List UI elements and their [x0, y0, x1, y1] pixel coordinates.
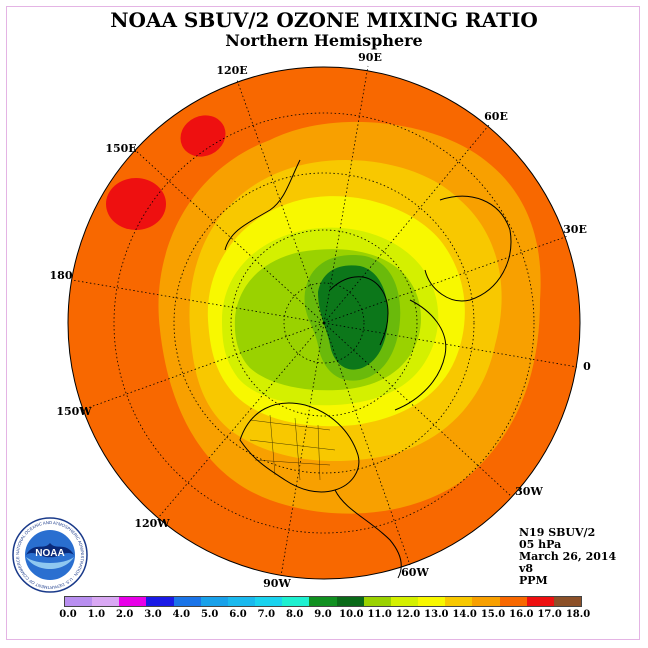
color-scale-bar — [64, 596, 582, 607]
color-scale-tick: 6.0 — [229, 609, 247, 620]
color-swatch-2 — [119, 597, 147, 606]
color-swatch-8 — [282, 597, 310, 606]
meridian-90w — [280, 322, 325, 577]
meridian-60e — [323, 124, 490, 324]
color-scale-tick: 16.0 — [509, 609, 534, 620]
meridian-0 — [323, 322, 578, 368]
color-swatch-18 — [553, 597, 581, 606]
date-label: March 26, 2014 — [519, 550, 617, 563]
figure-frame — [6, 6, 640, 640]
color-scale-tick: 17.0 — [537, 609, 562, 620]
map-boundary — [67, 66, 581, 580]
color-scale-tick: 2.0 — [115, 609, 134, 620]
logo-text: NOAA — [35, 548, 64, 559]
meridian-150w — [81, 322, 325, 411]
contour-core-halo — [304, 255, 401, 381]
coastlines — [224, 159, 512, 579]
meridian-90e — [323, 65, 369, 324]
color-swatch-13 — [418, 597, 446, 606]
meridian-30w — [323, 322, 513, 498]
meridian-150e — [133, 148, 325, 324]
color-scale-tick: 3.0 — [144, 609, 162, 620]
color-scale-tick: 11.0 — [367, 609, 392, 620]
color-swatch-3 — [146, 597, 174, 606]
color-scale-tick: 8.0 — [285, 609, 304, 620]
meridian-60w — [323, 322, 411, 566]
meridian-180 — [71, 279, 325, 324]
color-scale-tick: 14.0 — [452, 609, 477, 620]
color-scale-tick: 1.0 — [87, 609, 106, 620]
map-subtitle: Northern Hemisphere — [225, 31, 423, 50]
map-title: NOAA SBUV/2 OZONE MIXING RATIO — [110, 8, 538, 32]
color-swatch-14 — [445, 597, 473, 606]
color-scale-tick: 9.0 — [314, 609, 332, 620]
lon-label-0: 0 — [583, 360, 591, 373]
meridian-120e — [236, 79, 325, 324]
color-scale-tick: 13.0 — [424, 609, 449, 620]
color-scale-tick: 15.0 — [480, 609, 506, 620]
noaa-logo: NOAA NATIONAL OCEANIC AND ATMOSPHERIC AD… — [12, 517, 88, 593]
color-scale-labels: 0.0 1.0 2.0 3.0 4.0 5.0 6.0 7.0 8.0 9.0 10.0 11.0 12… — [0, 609, 648, 623]
color-swatch-17 — [526, 597, 554, 606]
lon-label-150w: 150W — [56, 405, 92, 418]
color-scale-tick: 7.0 — [257, 609, 276, 620]
color-swatch-1 — [92, 597, 120, 606]
latitude-circle-30n — [113, 112, 535, 534]
color-swatch-5 — [200, 597, 228, 606]
contour-16-17-b — [180, 115, 226, 157]
product-info: N19 SBUV/2 05 hPa March 26, 2014 v8 PPM — [519, 527, 616, 587]
instrument-label: N19 SBUV/2 — [519, 526, 596, 539]
contour-9-10 — [318, 265, 388, 370]
color-swatch-15 — [472, 597, 500, 606]
color-swatch-10 — [336, 597, 364, 606]
color-swatch-16 — [499, 597, 527, 606]
version-label: v8 — [519, 562, 534, 575]
lon-label-30w: 30W — [515, 485, 543, 498]
lon-label-30e: 30E — [563, 223, 587, 236]
lon-label-150e: 150E — [105, 142, 136, 155]
graticule — [71, 65, 578, 577]
color-scale-tick: 5.0 — [200, 609, 219, 620]
lon-label-60w: 60W — [401, 566, 429, 579]
units-label: PPM — [519, 574, 548, 587]
lon-label-90w: 90W — [263, 577, 291, 590]
lon-label-180: 180 — [50, 269, 73, 282]
lon-label-120w: 120W — [134, 517, 170, 530]
color-scale-tick: 4.0 — [172, 609, 191, 620]
lon-label-120e: 120E — [216, 64, 247, 77]
color-swatch-12 — [390, 597, 419, 606]
latitude-circle-60n — [230, 229, 418, 417]
meridian-120w — [157, 322, 325, 519]
lon-label-60e: 60E — [484, 110, 508, 123]
color-swatch-4 — [173, 597, 201, 606]
color-scale-tick: 18.0 — [565, 609, 591, 620]
color-swatch-7 — [255, 597, 283, 606]
pressure-level-label: 05 hPa — [519, 538, 562, 551]
color-scale-tick: 10.0 — [339, 609, 364, 620]
contour-16-17-a — [106, 178, 166, 230]
color-swatch-9 — [309, 597, 337, 606]
color-swatch-0 — [65, 597, 93, 606]
color-scale-tick: 12.0 — [395, 609, 421, 620]
lon-label-90e: 90E — [358, 51, 382, 64]
latitude-circle-45n — [173, 172, 475, 474]
color-swatch-11 — [363, 597, 391, 606]
color-swatch-6 — [227, 597, 256, 606]
latitude-circle-75n — [283, 282, 365, 364]
color-scale-tick: 0.0 — [59, 609, 77, 620]
